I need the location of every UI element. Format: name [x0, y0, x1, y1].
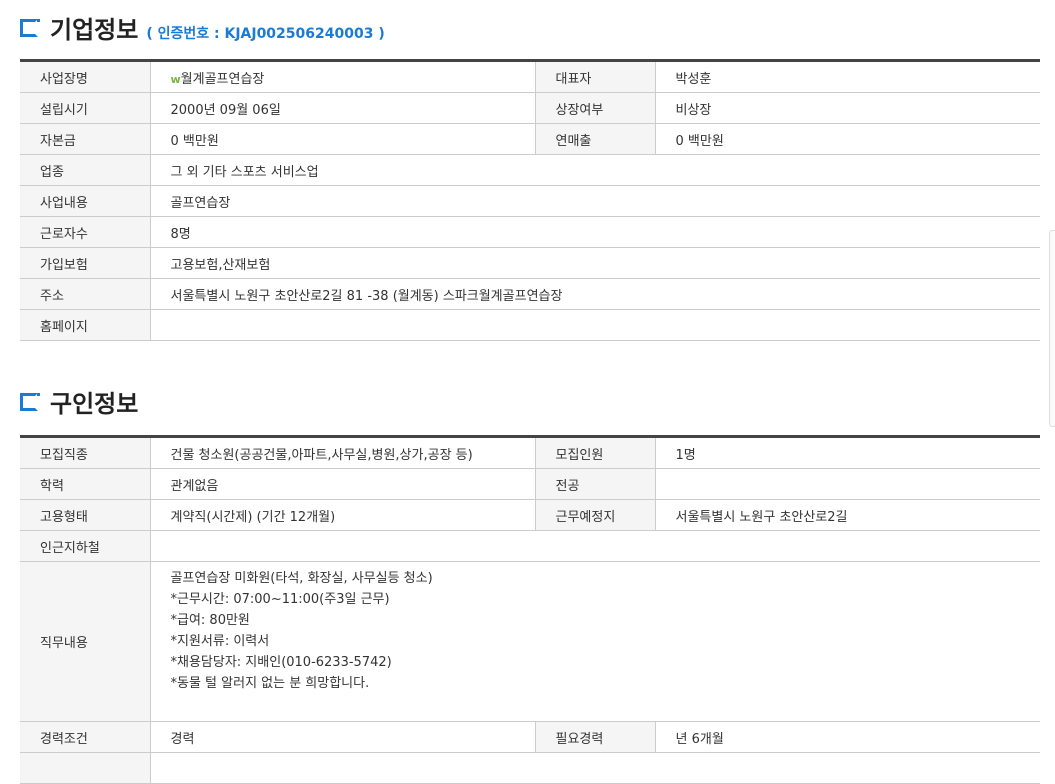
- field-value: [655, 468, 1040, 500]
- duty-line: *근무시간: 07:00~11:00(주3일 근무): [170, 592, 390, 607]
- duty-line: *동물 털 알러지 없는 분 희망합니다.: [170, 676, 370, 691]
- table-row: 학력 관계없음 전공: [20, 468, 1040, 500]
- field-label: 학력: [20, 468, 151, 500]
- field-value: 2000년 09월 06일: [150, 92, 536, 124]
- field-label: 설립시기: [20, 92, 151, 124]
- duty-line: *지원서류: 이력서: [170, 634, 270, 649]
- field-label: 인근지하철: [20, 530, 151, 562]
- field-label: 가입보험: [20, 247, 151, 279]
- field-label: 전공: [535, 468, 656, 500]
- field-value: 0 백만원: [655, 123, 1040, 155]
- duty-line: *채용담당자: 지배인(010-6233-5742): [170, 655, 392, 670]
- scrollbar[interactable]: [1049, 230, 1055, 427]
- field-label: 홈페이지: [20, 309, 151, 341]
- field-value: 1명: [655, 436, 1040, 469]
- table-row: 주소 서울특별시 노원구 초안산로2길 81 -38 (월계동) 스파크월계골프연…: [20, 278, 1040, 310]
- field-label: 업종: [20, 154, 151, 186]
- field-label: 자본금: [20, 123, 151, 155]
- field-value: 그 외 기타 스포츠 서비스업: [150, 154, 1040, 186]
- field-value: 비상장: [655, 92, 1040, 124]
- field-value: 경력: [150, 721, 536, 753]
- field-label: 사업장명: [20, 60, 151, 93]
- table-row: 설립시기 2000년 09월 06일 상장여부 비상장: [20, 92, 1040, 124]
- table-row: 고용형태 계약직(시간제) (기간 12개월) 근무예정지 서울특별시 노원구 초안산…: [20, 499, 1040, 531]
- table-row: 직무내용 골프연습장 미화원(타석, 화장실, 사무실등 청소) *근무시간: 07…: [20, 561, 1040, 722]
- field-label: 근무예정지: [535, 499, 656, 531]
- table-row: 근로자수 8명: [20, 216, 1040, 248]
- job-section-title: 구인정보: [20, 384, 138, 419]
- section-icon: [20, 393, 40, 411]
- cert-number: ( 인증번호 : KJAJ002506240003 ): [146, 26, 385, 42]
- field-value: 박성훈: [655, 60, 1040, 93]
- job-title: 구인정보: [50, 390, 139, 418]
- field-label: 상장여부: [535, 92, 656, 124]
- field-label: 필요경력: [535, 721, 656, 753]
- field-label: 모집인원: [535, 436, 656, 469]
- field-value: 계약직(시간제) (기간 12개월): [150, 499, 536, 531]
- field-value: 0 백만원: [150, 123, 536, 155]
- field-label: 고용형태: [20, 499, 151, 531]
- field-label: 모집직종: [20, 436, 151, 469]
- field-label: 근로자수: [20, 216, 151, 248]
- field-value: 관계없음: [150, 468, 536, 500]
- table-row: 인근지하철: [20, 530, 1040, 562]
- table-row: 홈페이지: [20, 309, 1040, 341]
- field-value: 서울특별시 노원구 초안산로2길: [655, 499, 1040, 531]
- table-row: 경력조건 경력 필요경력 년 6개월: [20, 721, 1040, 753]
- field-label: 주소: [20, 278, 151, 310]
- company-table: 사업장명 w월계골프연습장 대표자 박성훈 설립시기 2000년 09월 06일 상장여부 비…: [20, 59, 1040, 341]
- field-value: 고용보험,산재보험: [150, 247, 1040, 279]
- field-value: w월계골프연습장: [150, 60, 536, 93]
- field-label: 사업내용: [20, 185, 151, 217]
- field-label: 연매출: [535, 123, 656, 155]
- table-row: 사업장명 w월계골프연습장 대표자 박성훈: [20, 60, 1040, 93]
- field-label: 직무내용: [20, 561, 151, 722]
- field-value: 년 6개월: [655, 721, 1040, 753]
- company-section-title: 기업정보 ( 인증번호 : KJAJ002506240003 ): [20, 10, 385, 45]
- field-label: 경력조건: [20, 721, 151, 753]
- company-logo-icon: w: [170, 72, 181, 86]
- job-table: 모집직종 건물 청소원(공공건물,아파트,사무실,병원,상가,공장 등) 모집인원 1…: [20, 435, 1040, 784]
- company-title: 기업정보: [50, 16, 139, 44]
- table-row: 사업내용 골프연습장: [20, 185, 1040, 217]
- duty-line: *급여: 80만원: [170, 613, 250, 628]
- duty-line: 골프연습장 미화원(타석, 화장실, 사무실등 청소): [170, 571, 433, 586]
- field-value: [150, 309, 1040, 341]
- field-value: 8명: [150, 216, 1040, 248]
- field-value: 서울특별시 노원구 초안산로2길 81 -38 (월계동) 스파크월계골프연습장: [150, 278, 1040, 310]
- table-row: 업종 그 외 기타 스포츠 서비스업: [20, 154, 1040, 186]
- field-label: 대표자: [535, 60, 656, 93]
- table-row: 자본금 0 백만원 연매출 0 백만원: [20, 123, 1040, 155]
- field-value: [150, 530, 1040, 562]
- field-value: 건물 청소원(공공건물,아파트,사무실,병원,상가,공장 등): [150, 436, 536, 469]
- table-row: 모집직종 건물 청소원(공공건물,아파트,사무실,병원,상가,공장 등) 모집인원 1…: [20, 436, 1040, 469]
- section-icon: [20, 19, 40, 37]
- field-value: 골프연습장: [150, 185, 1040, 217]
- duty-content: 골프연습장 미화원(타석, 화장실, 사무실등 청소) *근무시간: 07:00~…: [150, 561, 1040, 722]
- table-row: 가입보험 고용보험,산재보험: [20, 247, 1040, 279]
